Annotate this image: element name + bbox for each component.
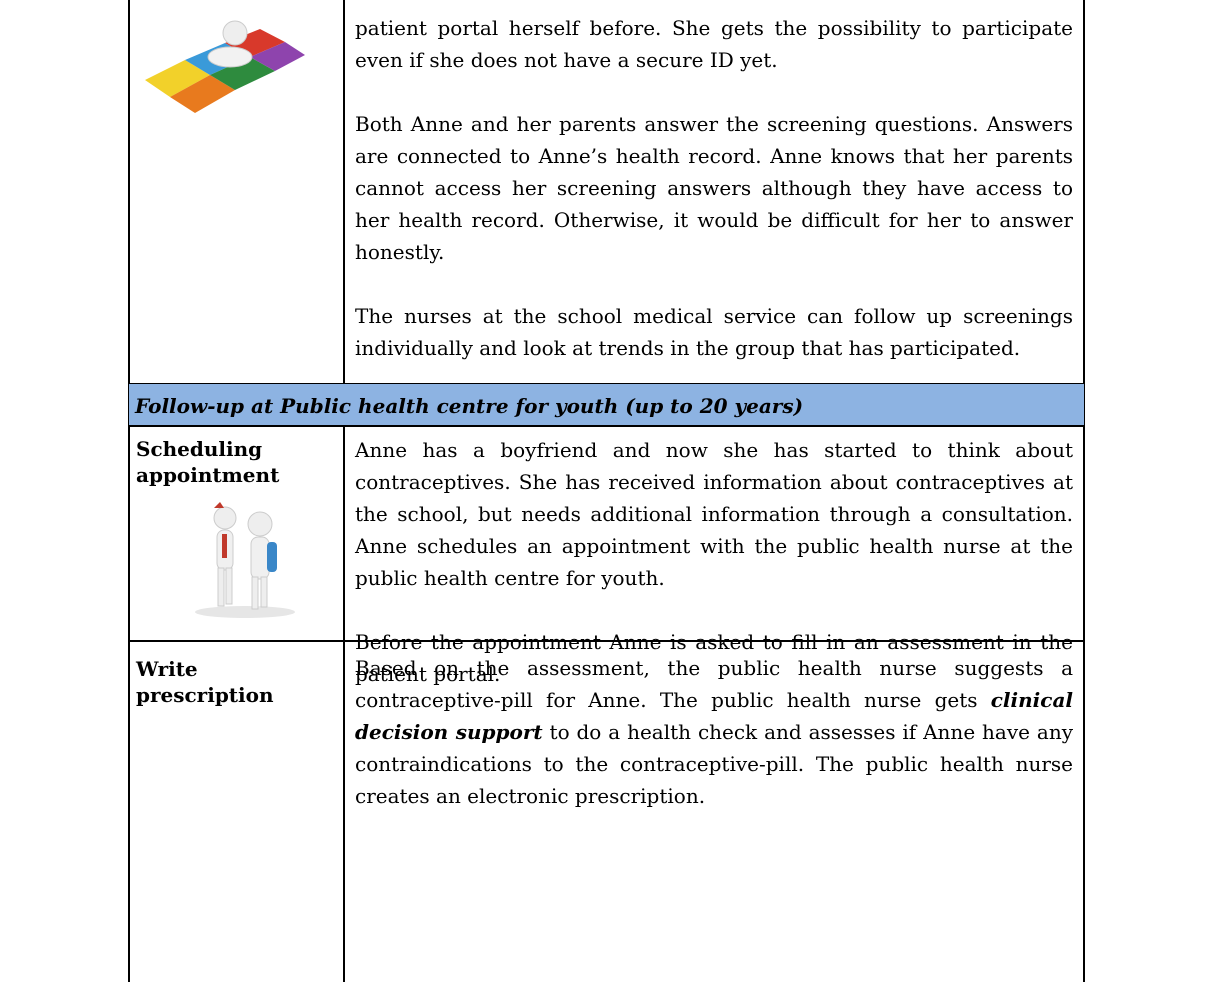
border [128,383,1085,385]
cell-text: Based on the assessment, the public heal… [355,652,1073,844]
border [1083,0,1085,982]
puzzle-icon [145,20,305,113]
row-label: Scheduling appointment [136,437,280,487]
paragraph: Based on the assessment, the public heal… [355,652,1073,812]
people-icon [195,502,295,618]
emphasis: clinical decision support [355,688,1073,744]
text: Based on the assessment, the public heal… [355,656,1073,712]
paragraph: Before the appointment Anne is asked to … [355,630,1073,686]
border [343,0,345,384]
border [128,0,130,982]
paragraph: patient portal herself before. She gets … [355,16,1073,72]
border [343,425,345,982]
cell-text: patient portal herself before. She gets … [355,12,1073,396]
cell-text: Anne has a boyfriend and now she has sta… [355,434,1073,722]
paragraph: Anne has a boyfriend and now she has sta… [355,438,1073,590]
text: to do a health check and assesses if Ann… [355,720,1074,808]
section-header: Follow-up at Public health centre for yo… [129,384,1084,425]
border [128,425,1085,427]
border [128,640,1085,642]
paragraph: The nurses at the school medical service… [355,304,1073,360]
paragraph: Both Anne and her parents answer the scr… [355,112,1073,264]
row-label: Write prescription [136,657,274,707]
